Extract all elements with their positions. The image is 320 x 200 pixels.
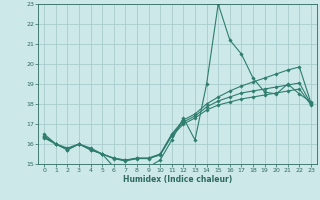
- X-axis label: Humidex (Indice chaleur): Humidex (Indice chaleur): [123, 175, 232, 184]
